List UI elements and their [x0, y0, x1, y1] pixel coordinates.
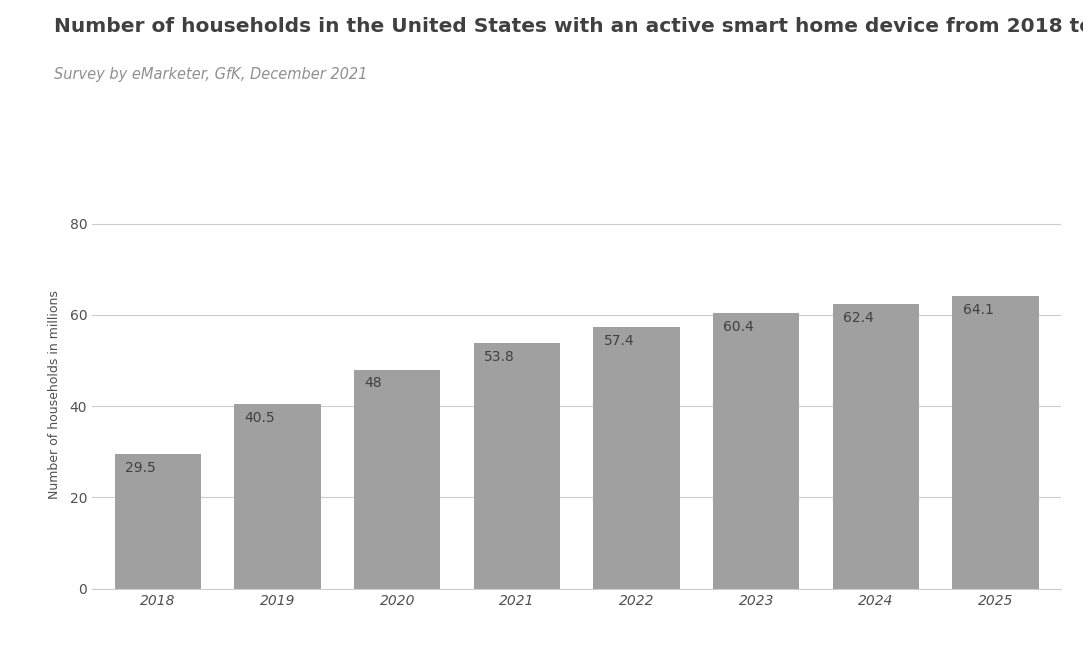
- Bar: [833, 304, 919, 589]
- Text: Number of households in the United States with an active smart home device from : Number of households in the United State…: [54, 17, 1083, 35]
- Text: 60.4: 60.4: [723, 320, 754, 334]
- Bar: [593, 326, 680, 589]
- Bar: [354, 369, 441, 589]
- Text: 64.1: 64.1: [963, 303, 994, 317]
- Y-axis label: Number of households in millions: Number of households in millions: [49, 290, 62, 499]
- Bar: [952, 296, 1039, 589]
- Text: 29.5: 29.5: [126, 461, 156, 475]
- Text: 62.4: 62.4: [844, 310, 874, 324]
- Text: 48: 48: [365, 377, 382, 391]
- Bar: [473, 343, 560, 589]
- Text: Survey by eMarketer, GfK, December 2021: Survey by eMarketer, GfK, December 2021: [54, 67, 367, 82]
- Text: 40.5: 40.5: [245, 411, 275, 425]
- Bar: [115, 454, 201, 589]
- Text: 53.8: 53.8: [484, 350, 514, 364]
- Bar: [234, 404, 321, 589]
- Bar: [713, 313, 799, 589]
- Text: 57.4: 57.4: [604, 334, 635, 347]
